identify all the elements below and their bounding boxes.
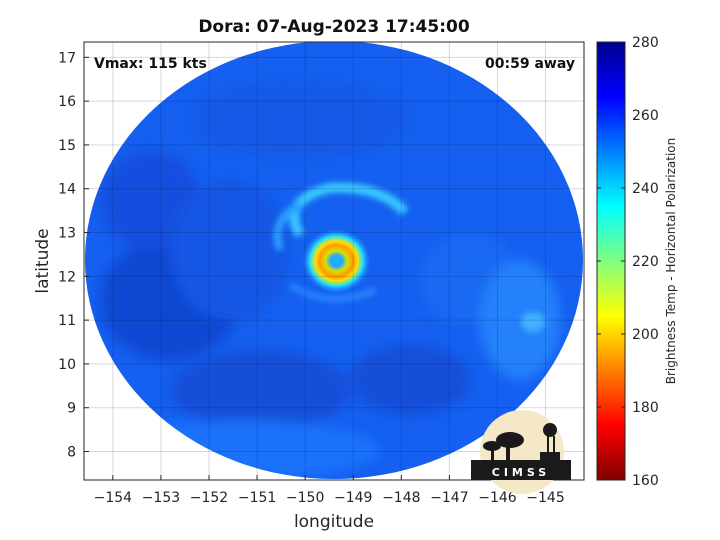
colorbar-tick-label: 220 [632,254,659,270]
colorbar-tick-label: 200 [632,327,659,343]
y-tick-label: 14 [58,182,76,198]
colorbar [596,41,626,481]
y-tick-label: 11 [58,313,76,329]
colorbar-tick-label: 180 [632,400,659,416]
vmax-annotation: Vmax: 115 kts [94,56,207,72]
y-tick-label: 15 [58,138,76,154]
x-tick-label: −154 [94,490,133,506]
y-tick-label: 9 [67,401,76,417]
grid [84,42,584,480]
storm-eye [302,229,371,293]
x-tick-label: −147 [430,490,468,506]
colorbar-tick-label: 240 [632,181,659,197]
x-tick-label: −151 [238,490,276,506]
y-tick-label: 10 [58,357,76,373]
x-axis-label: longitude [294,512,374,532]
x-axis: −154 −153 −152 −151 −150 −149 −148 −147 −146 −145 [94,475,565,506]
colorbar-tick-label: 260 [632,108,659,124]
y-tick-label: 8 [67,445,76,461]
colorbar-label: Brightness Temp - Horizontal Polarizatio… [664,138,678,385]
axes-frame [83,41,585,481]
colorbar-ticks: 160 180 200 220 240 260 280 [597,35,659,489]
y-tick-label: 12 [58,269,76,285]
x-tick-label: −150 [286,490,324,506]
y-axis: 8 9 10 11 12 13 14 15 16 17 [58,50,89,461]
chart-title: Dora: 07-Aug-2023 17:45:00 [198,17,470,37]
logo-text: CIMSS [492,466,550,479]
time-away-annotation: 00:59 away [485,56,575,72]
swath-image [85,42,583,479]
x-tick-label: −148 [382,490,420,506]
x-tick-label: −149 [334,490,372,506]
colorbar-tick-label: 280 [632,35,659,51]
y-tick-label: 16 [58,94,76,110]
colorbar-tick-label: 160 [632,473,659,489]
x-tick-label: −152 [190,490,228,506]
y-tick-label: 13 [58,226,76,242]
y-axis-label: latitude [33,228,53,293]
cimss-logo: CIMSS [471,410,571,494]
x-tick-label: −146 [478,490,517,506]
y-tick-label: 17 [58,50,76,66]
x-tick-label: −153 [142,490,180,506]
x-tick-label: −145 [526,490,564,506]
